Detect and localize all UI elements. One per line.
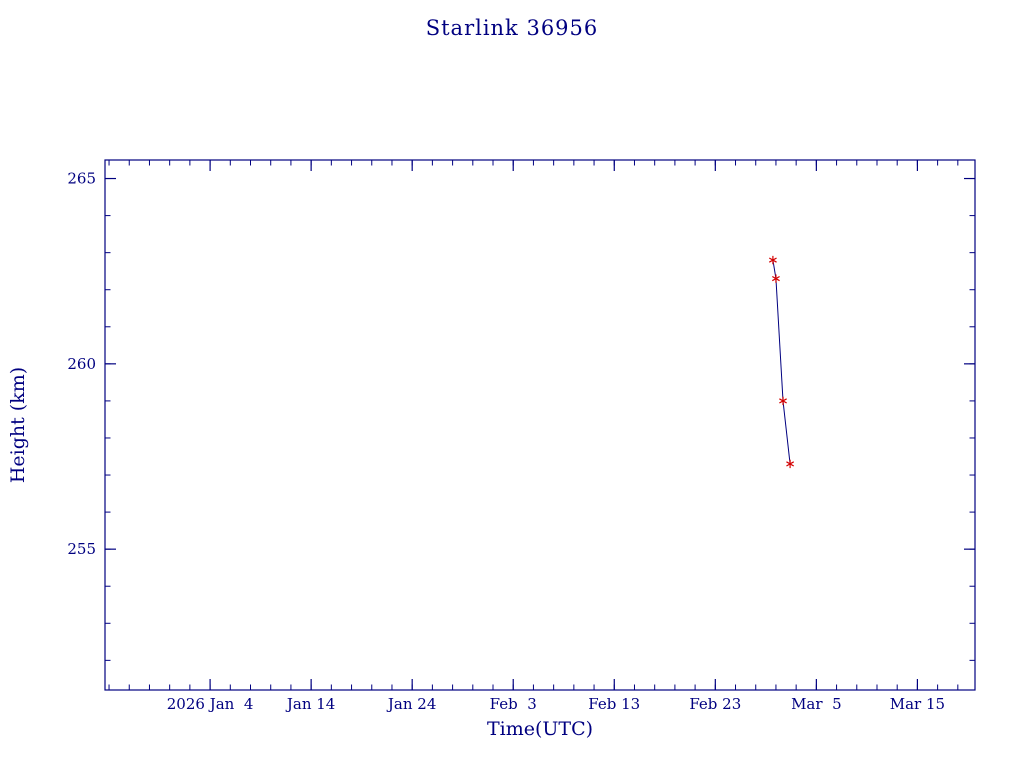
chart-title: Starlink 36956 — [425, 16, 599, 40]
x-tick-label: 2026 Jan 4 — [167, 695, 254, 713]
data-line — [772, 259, 791, 464]
x-tick-label: Feb 13 — [588, 695, 640, 713]
x-tick-label: Feb 3 — [490, 695, 537, 713]
plot-frame — [104, 159, 976, 691]
x-tick-label: Jan 14 — [285, 695, 335, 713]
x-axis-title: Time(UTC) — [486, 718, 594, 740]
data-point-marker — [768, 257, 777, 263]
data-point-marker — [772, 275, 780, 282]
x-tick-label: Feb 23 — [689, 695, 741, 713]
y-tick-label: 260 — [67, 355, 96, 373]
data-point-marker — [786, 461, 795, 467]
y-tick-label: 265 — [67, 170, 96, 188]
y-tick-label: 255 — [67, 540, 96, 558]
data-point-marker — [779, 398, 787, 404]
x-tick-label: Mar 15 — [890, 695, 945, 713]
x-tick-label: Mar 5 — [791, 695, 842, 713]
x-tick-label: Jan 24 — [386, 695, 436, 713]
